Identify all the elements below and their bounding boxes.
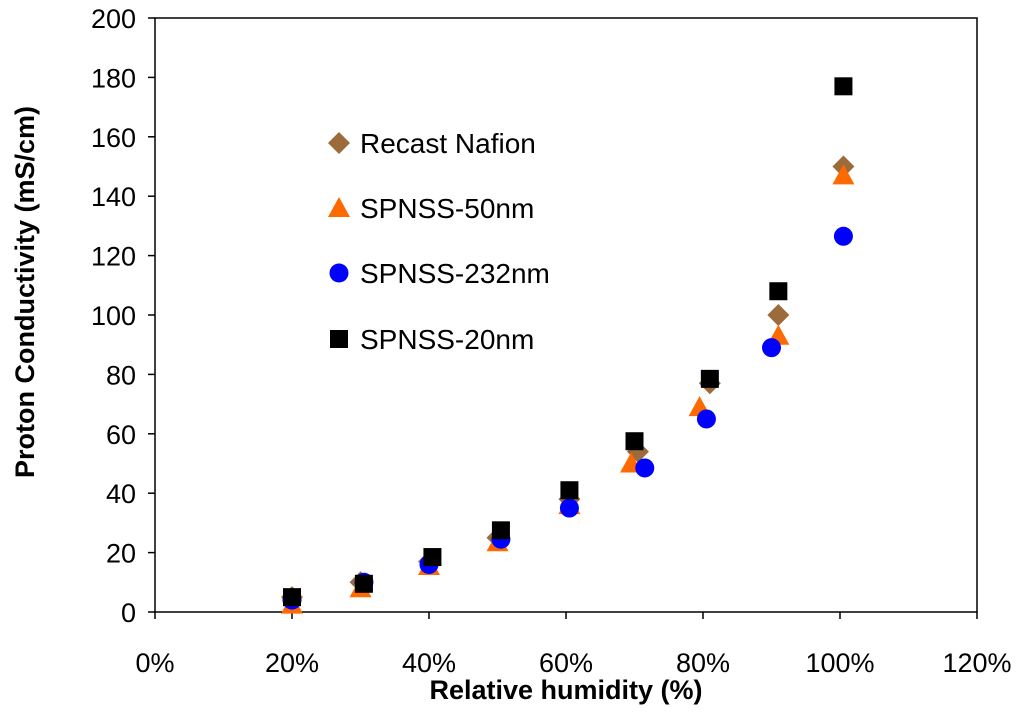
x-tick-label: 100% <box>805 648 874 678</box>
data-point-spnss-232nm <box>762 338 781 358</box>
data-point-spnss-20nm <box>700 369 719 388</box>
x-tick-label: 20% <box>265 648 319 678</box>
data-point-spnss-232nm <box>696 409 716 429</box>
data-point-spnss-50nm <box>832 164 855 185</box>
legend: Recast Nafion SPNSS-50nm SPNSS-232nm SPNSS-… <box>328 128 550 355</box>
data-points <box>281 77 855 614</box>
y-tick-label: 180 <box>91 63 136 93</box>
x-tick-label: 0% <box>135 648 174 678</box>
x-tick-label: 120% <box>942 648 1011 678</box>
legend-label-spnss-20nm: SPNSS-20nm <box>360 324 534 355</box>
legend-marker-recast-nafion <box>328 132 350 154</box>
y-tick-label: 0 <box>121 598 136 628</box>
x-tick-label: 60% <box>539 648 593 678</box>
y-tick-label: 20 <box>106 539 136 569</box>
y-tick-label: 120 <box>91 242 136 272</box>
x-tick-label: 80% <box>676 648 730 678</box>
y-tick-label: 140 <box>91 182 136 212</box>
data-point-spnss-20nm <box>834 77 853 96</box>
data-point-spnss-20nm <box>354 574 373 593</box>
data-point-spnss-232nm <box>559 498 579 518</box>
data-point-spnss-20nm <box>283 588 301 607</box>
x-axis-ticks: 0% 20% 40% 60% 80% 100% 120% <box>135 612 1012 678</box>
plot-area-border <box>154 17 978 613</box>
y-tick-label: 40 <box>106 479 136 509</box>
y-tick-label: 200 <box>91 4 136 34</box>
y-axis-title: Proton Conductivity (mS/cm) <box>10 106 40 478</box>
data-point-spnss-20nm <box>560 481 579 500</box>
y-tick-label: 80 <box>106 360 136 390</box>
data-point-spnss-20nm <box>625 432 644 451</box>
x-axis-title: Relative humidity (%) <box>429 675 702 705</box>
data-point-spnss-20nm <box>491 521 510 540</box>
data-point-spnss-20nm <box>769 282 788 301</box>
legend-marker-spnss-232nm <box>329 263 349 283</box>
data-point-recast-nafion <box>767 304 790 326</box>
legend-label-spnss-232nm: SPNSS-232nm <box>360 258 550 289</box>
data-point-spnss-232nm <box>833 226 853 246</box>
y-axis-ticks: 0 20 40 60 80 100 120 140 160 180 200 <box>91 4 155 628</box>
legend-label-spnss-50nm: SPNSS-50nm <box>360 193 534 224</box>
y-tick-label: 160 <box>91 123 136 153</box>
legend-label-recast-nafion: Recast Nafion <box>360 128 536 159</box>
data-point-spnss-232nm <box>635 458 655 478</box>
x-tick-label: 40% <box>402 648 456 678</box>
y-tick-label: 60 <box>106 420 136 450</box>
legend-marker-spnss-20nm <box>330 330 348 348</box>
legend-marker-spnss-50nm <box>328 197 350 217</box>
y-tick-label: 100 <box>91 301 136 331</box>
data-point-spnss-20nm <box>423 548 442 567</box>
